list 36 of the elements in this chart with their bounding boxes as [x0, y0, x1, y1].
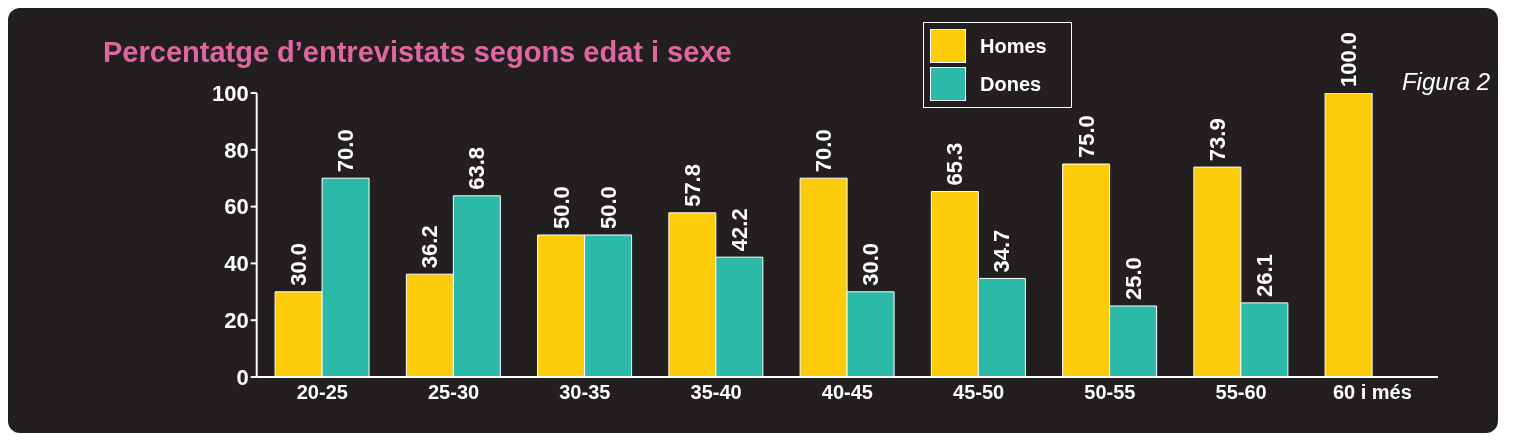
data-label: 65.3 [942, 142, 968, 186]
data-label: 50.0 [595, 186, 621, 229]
y-tick-label: 20 [224, 308, 249, 334]
x-tick-label: 45-50 [953, 381, 1005, 404]
x-tick-label: 40-45 [821, 381, 873, 404]
x-tick-label: 25-30 [428, 381, 480, 404]
data-label: 70.0 [811, 129, 837, 173]
data-label: 26.1 [1251, 254, 1277, 297]
data-label: 30.0 [858, 242, 884, 286]
data-label: 34.7 [989, 229, 1015, 273]
legend-label: Homes [980, 34, 1047, 58]
data-label: 50.0 [548, 186, 574, 229]
data-label: 42.2 [726, 208, 752, 252]
x-tick-label: 30-35 [559, 381, 611, 404]
x-tick-label: 50-55 [1084, 381, 1136, 404]
x-tick-label: 60 i més [1332, 381, 1412, 404]
data-label: 36.2 [417, 225, 443, 269]
data-label: 63.8 [464, 146, 490, 190]
x-tick-label: 55-60 [1215, 381, 1267, 404]
y-tick-label: 80 [224, 137, 249, 163]
y-tick-label: 40 [224, 251, 249, 277]
annotation: Figura 2 [1401, 68, 1490, 96]
x-tick-label: 35-40 [690, 381, 742, 404]
y-tick-label: 100 [211, 80, 249, 106]
data-label: 25.0 [1120, 257, 1146, 300]
data-label: 73.9 [1204, 118, 1230, 162]
legend-label: Dones [980, 72, 1042, 96]
data-label: 57.8 [679, 164, 705, 207]
x-tick-label: 20-25 [296, 381, 348, 404]
data-label: 70.0 [333, 129, 359, 173]
data-label: 100.0 [1336, 31, 1362, 87]
data-label: 30.0 [286, 242, 312, 286]
y-tick-label: 0 [236, 364, 249, 390]
chart-title: Percentatge d’entrevistats segons edat i sexe [103, 36, 732, 69]
y-tick-label: 60 [224, 194, 249, 220]
data-label: 75.0 [1073, 115, 1099, 158]
